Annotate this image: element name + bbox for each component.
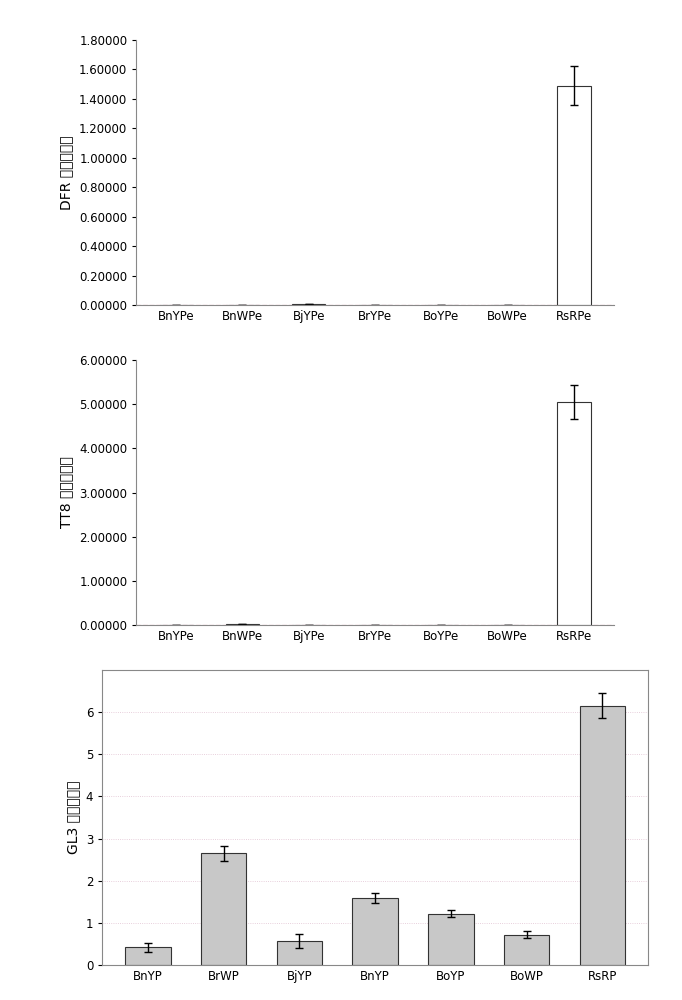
Bar bbox=[580, 706, 625, 965]
Bar bbox=[125, 947, 170, 965]
Bar bbox=[428, 914, 473, 965]
Bar bbox=[277, 941, 322, 965]
Bar bbox=[504, 935, 550, 965]
Bar bbox=[292, 304, 325, 305]
Bar bbox=[226, 624, 259, 625]
Text: B: B bbox=[369, 694, 381, 712]
Text: A: A bbox=[369, 374, 381, 392]
Bar bbox=[557, 86, 591, 305]
Y-axis label: TT8 基因表达量: TT8 基因表达量 bbox=[60, 457, 74, 528]
Y-axis label: DFR 基因表达量: DFR 基因表达量 bbox=[59, 135, 74, 210]
Bar bbox=[201, 853, 246, 965]
Bar bbox=[353, 898, 398, 965]
Bar bbox=[557, 402, 591, 625]
Y-axis label: GL3 基因表达量: GL3 基因表达量 bbox=[66, 781, 80, 854]
